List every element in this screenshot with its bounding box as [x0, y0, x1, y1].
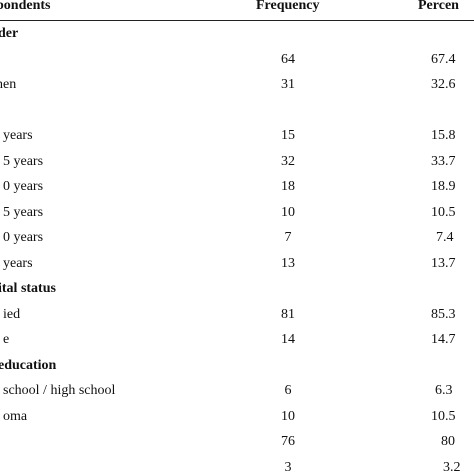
row-percent: 15.8	[431, 128, 456, 143]
row-percent: 67.4	[431, 52, 456, 67]
row-label: 0 years	[3, 230, 44, 245]
row-percent: 6.3	[435, 383, 453, 398]
row-percent: 80	[441, 434, 455, 449]
row-label: nen	[0, 77, 17, 92]
row-label: 5 years	[3, 154, 44, 169]
column-header-respondents: pondents	[0, 0, 51, 13]
row-label: oma	[3, 409, 28, 424]
row-frequency: 15	[281, 128, 295, 143]
row-percent: 10.5	[431, 205, 456, 220]
row-frequency: 18	[281, 179, 295, 194]
row-frequency: 14	[281, 332, 295, 347]
row-label: e	[3, 332, 10, 347]
row-percent: 7.4	[436, 230, 454, 245]
row-label: ied	[3, 307, 21, 322]
row-label: school / high school	[3, 383, 116, 398]
row-frequency: 76	[281, 434, 295, 449]
row-label: years	[3, 128, 33, 143]
column-header-percent: Percen	[418, 0, 459, 13]
row-percent: 18.9	[431, 179, 456, 194]
section-title-education: education	[0, 358, 57, 373]
header-rule	[0, 20, 474, 21]
row-percent: 14.7	[431, 332, 456, 347]
row-frequency: 64	[281, 52, 295, 67]
row-label: 0 years	[3, 179, 44, 194]
row-frequency: 31	[281, 77, 295, 92]
row-percent: 13.7	[431, 256, 456, 271]
row-label: 5 years	[3, 205, 44, 220]
row-frequency: 10	[281, 409, 295, 424]
row-percent: 32.6	[431, 77, 456, 92]
section-title-gender: der	[0, 26, 19, 41]
row-percent: 33.7	[431, 154, 456, 169]
section-title-marital-status: ital status	[0, 281, 56, 296]
row-percent: 3.2	[443, 460, 461, 475]
row-percent: 85.3	[431, 307, 456, 322]
row-frequency: 10	[281, 205, 295, 220]
row-frequency: 32	[281, 154, 295, 169]
row-frequency: 3	[284, 460, 292, 475]
row-frequency: 13	[281, 256, 295, 271]
row-frequency: 6	[284, 383, 292, 398]
row-frequency: 7	[284, 230, 292, 245]
row-frequency: 81	[281, 307, 295, 322]
row-percent: 10.5	[431, 409, 456, 424]
column-header-frequency: Frequency	[256, 0, 320, 13]
row-label: years	[3, 256, 33, 271]
